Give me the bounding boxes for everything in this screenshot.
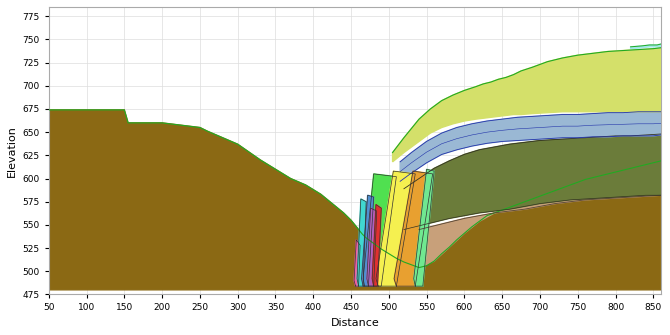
Polygon shape xyxy=(630,44,661,49)
Polygon shape xyxy=(373,204,381,286)
Polygon shape xyxy=(362,195,374,286)
Polygon shape xyxy=(414,169,434,286)
Polygon shape xyxy=(49,110,661,290)
Polygon shape xyxy=(354,240,360,286)
Polygon shape xyxy=(393,48,661,162)
Polygon shape xyxy=(400,112,661,181)
Polygon shape xyxy=(357,199,366,286)
Polygon shape xyxy=(394,171,433,286)
Polygon shape xyxy=(419,161,661,268)
X-axis label: Distance: Distance xyxy=(330,318,379,328)
Polygon shape xyxy=(367,208,377,286)
Polygon shape xyxy=(363,174,397,286)
Y-axis label: Elevation: Elevation xyxy=(7,125,17,177)
Polygon shape xyxy=(376,171,415,286)
Polygon shape xyxy=(404,134,661,229)
